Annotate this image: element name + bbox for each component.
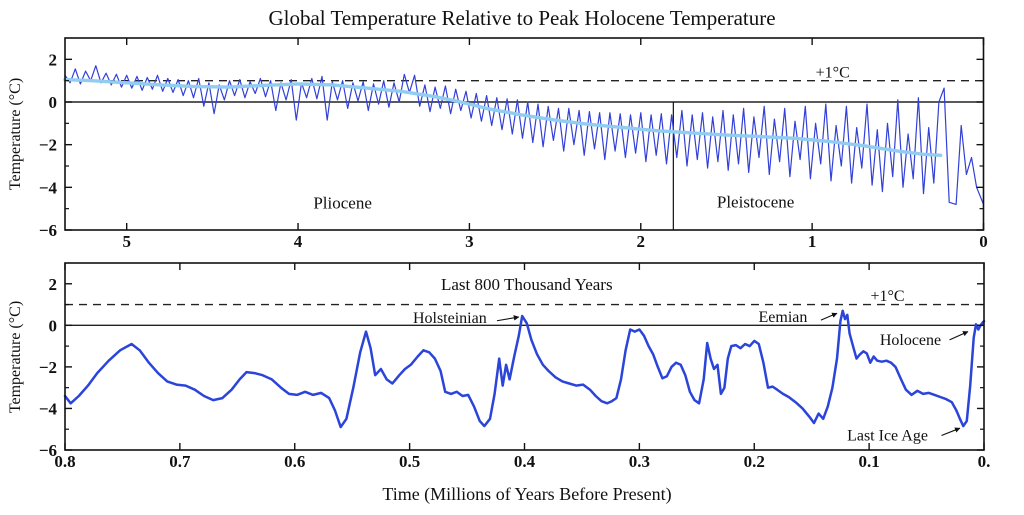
x-tick-label: 0.4 [514,452,536,471]
chart-title: Global Temperature Relative to Peak Holo… [268,6,775,30]
x-tick-label: 0.5 [399,452,420,471]
y-tick-label: −4 [39,178,58,197]
x-tick-label: 1 [808,232,817,251]
x-tick-label: 0.3 [629,452,650,471]
x-tick-label: 0 [979,232,988,251]
high-resolution-temperature-line [64,65,985,205]
y-tick-label: −2 [39,136,57,155]
top-panel: 5 4 3 2 1 0 2 0 −2 −4 −6 Pliocene Pleistocene +1°C [39,37,988,251]
annotation-label: Holocene [880,332,941,349]
annotation-arrow [949,331,969,341]
annotation-label: Pliocene [313,194,372,213]
y-tick-label: 2 [49,50,58,69]
panel-border [64,262,985,451]
y-tick-label: −2 [39,358,57,377]
x-tick-label: 4 [294,232,303,251]
annotation-label: Eemian [759,309,808,326]
x-tick-label: 2 [637,232,646,251]
annotation-label: +1°C [816,64,850,81]
x-tick-label: 0. [978,452,991,471]
x-tick-label: 3 [465,232,474,251]
y-tick-label: −6 [39,441,57,460]
y-tick-label: 2 [49,275,58,294]
y-tick-label: 0 [49,93,58,112]
x-tick-label: 0.1 [859,452,880,471]
x-tick-label: 0.2 [744,452,765,471]
y-tick-label: −4 [39,399,58,418]
x-axis-label: Time (Millions of Years Before Present) [382,484,671,505]
panel-border [64,37,985,231]
y-axis-label-bottom: Temperature (°C) [7,301,24,413]
annotation-label: +1°C [870,288,904,305]
annotation-arrow [820,312,838,321]
x-tick-label: 0.6 [284,452,305,471]
y-axis-label-top: Temperature (°C) [7,78,24,190]
annotation-label: Last 800 Thousand Years [441,275,613,294]
annotation-label: Last Ice Age [847,428,928,445]
y-tick-label: −6 [39,221,57,240]
smoothed-trend-line [63,77,943,158]
x-tick-label: 5 [122,232,131,251]
annotation-label: Holsteinian [413,310,487,327]
annotation-label: Pleistocene [717,193,794,212]
x-tick-label: 0.7 [169,452,191,471]
temperature-line [63,309,986,429]
x-tick-label: 0.8 [54,452,75,471]
annotation-arrow [496,315,520,322]
y-tick-label: 0 [49,316,58,335]
annotation-arrow [941,427,961,436]
